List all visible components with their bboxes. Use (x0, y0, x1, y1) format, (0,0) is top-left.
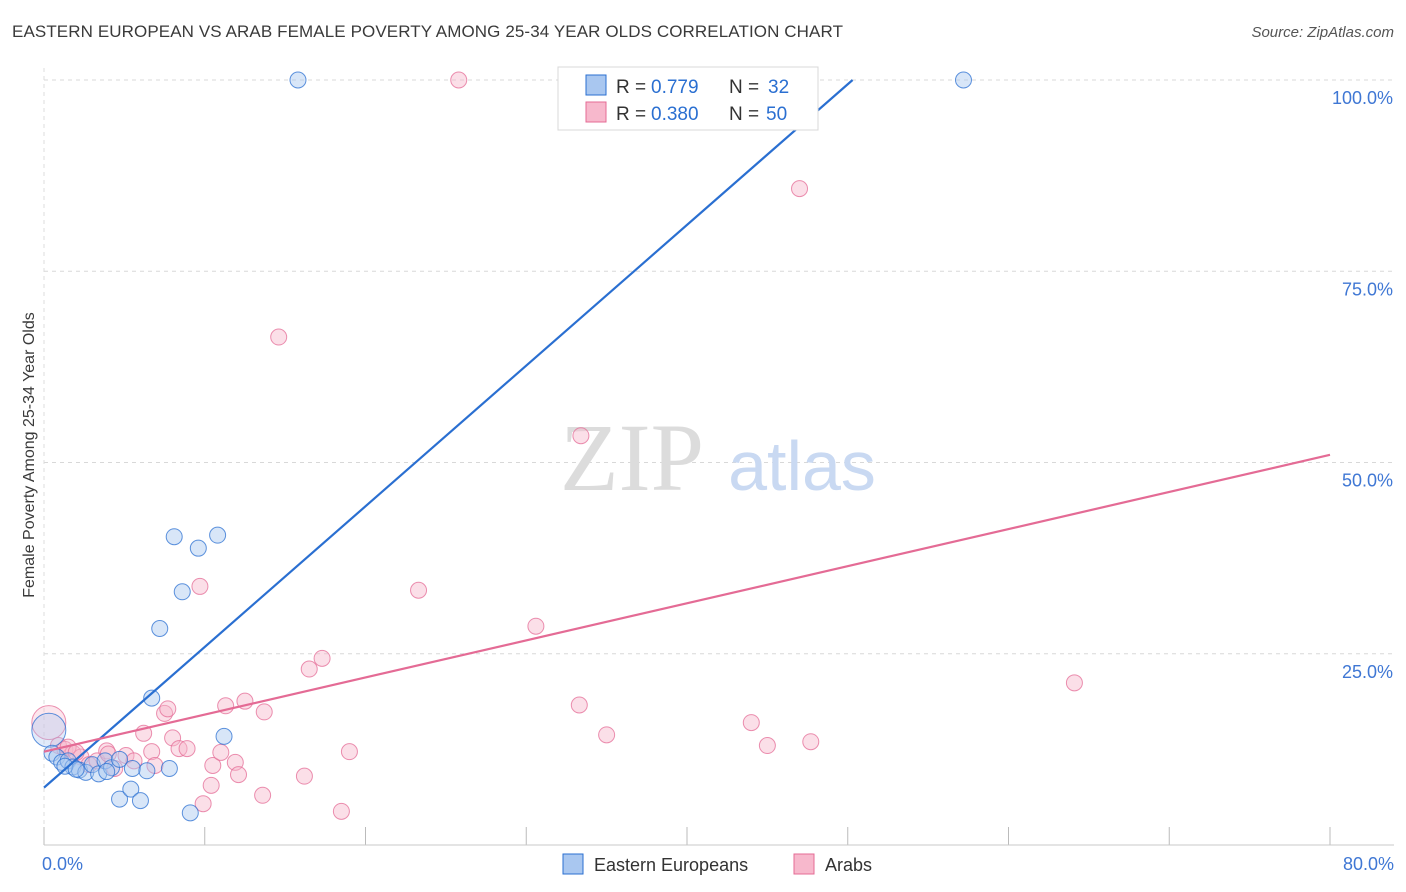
arab-point (212, 743, 230, 761)
arab-point (570, 696, 588, 714)
eastern-european-point (83, 756, 101, 774)
arab-trend-line (43, 453, 1331, 753)
arab-point (31, 705, 67, 741)
legend-key-arabs (793, 853, 815, 875)
eastern-european-points (31, 71, 972, 822)
arab-point (270, 328, 288, 346)
legend-swatch-pink (585, 101, 607, 123)
legend-r-value-blue: 0.779 (651, 77, 699, 98)
eastern-european-point (98, 763, 116, 781)
arab-point (156, 704, 174, 722)
arab-point (572, 427, 590, 445)
eastern-european-point (954, 71, 972, 89)
trend-lines (43, 79, 1331, 789)
arab-point (340, 743, 358, 761)
arab-point (191, 577, 209, 595)
y-tick-labels: 25.0% 50.0% 75.0% 100.0% (1332, 88, 1393, 682)
arab-point (758, 737, 776, 755)
arab-point (313, 649, 331, 667)
legend-swatch-blue (585, 74, 607, 96)
eastern-european-point (111, 750, 129, 768)
arab-point (230, 766, 248, 784)
eastern-european-point (31, 712, 67, 748)
arab-points (31, 71, 1083, 820)
arab-point (164, 729, 182, 747)
arab-point (332, 802, 350, 820)
legend-n-value-blue: 32 (768, 77, 789, 98)
arab-point (791, 180, 809, 198)
arab-point (159, 700, 177, 718)
chart-title: EASTERN EUROPEAN VS ARAB FEMALE POVERTY … (12, 22, 844, 41)
eastern-european-point (173, 583, 191, 601)
legend-r-label-blue: R = (616, 77, 646, 98)
arab-point (255, 703, 273, 721)
arab-point (598, 726, 616, 744)
legend-label-arabs: Arabs (825, 855, 872, 875)
y-tick-label: 25.0% (1342, 662, 1393, 682)
arab-point (1065, 674, 1083, 692)
x-tick-label: 0.0% (42, 854, 83, 874)
eastern-european-trend-line (43, 79, 854, 789)
eastern-european-point (165, 528, 183, 546)
eastern-european-point (143, 689, 161, 707)
y-tick-label: 100.0% (1332, 88, 1393, 108)
legend-label-eastern-europeans: Eastern Europeans (594, 855, 748, 875)
eastern-european-point (209, 526, 227, 544)
legend-n-label-pink: N = (729, 104, 759, 125)
eastern-european-point (138, 762, 156, 780)
arab-point (204, 756, 222, 774)
eastern-european-point (289, 71, 307, 89)
eastern-european-point (151, 620, 169, 638)
eastern-european-point (181, 804, 199, 822)
y-axis-title: Female Poverty Among 25-34 Year Olds (21, 312, 38, 598)
watermark: ZIP atlas (560, 404, 876, 511)
x-tick-label: 80.0% (1343, 854, 1394, 874)
arab-point (410, 581, 428, 599)
legend-n-value-pink: 50 (766, 104, 787, 125)
arab-point (300, 660, 318, 678)
eastern-european-point (123, 760, 141, 777)
eastern-european-point (215, 727, 233, 745)
arab-point (254, 786, 272, 804)
arab-point (742, 714, 760, 732)
legend-r-value-pink: 0.380 (651, 104, 699, 125)
arab-point (450, 71, 468, 89)
eastern-european-point (122, 780, 140, 798)
arab-point (178, 740, 196, 758)
arab-point (143, 743, 161, 761)
eastern-european-point (56, 757, 74, 775)
eastern-european-point (131, 792, 149, 810)
y-tick-label: 50.0% (1342, 471, 1393, 491)
eastern-european-point (189, 539, 207, 557)
x-axis-ticks (43, 827, 1331, 845)
arab-point (194, 795, 212, 813)
watermark-atlas: atlas (728, 427, 876, 505)
eastern-european-point (160, 760, 178, 777)
legend-r-label-pink: R = (616, 104, 646, 125)
eastern-european-point (111, 790, 129, 808)
watermark-zip: ZIP (560, 404, 704, 511)
arab-point (295, 767, 313, 785)
series-legend: Eastern Europeans Arabs (562, 853, 872, 875)
eastern-european-point (67, 760, 85, 778)
arab-point (802, 733, 820, 751)
arab-point (527, 617, 545, 635)
eastern-european-point (96, 752, 114, 770)
legend-key-eastern-europeans (562, 853, 584, 875)
y-tick-label: 75.0% (1342, 279, 1393, 299)
source-credit: Source: ZipAtlas.com (1251, 24, 1394, 41)
grid-lines (43, 68, 1394, 845)
stats-legend: R = 0.779 N = 32 R = 0.380 N = 50 (557, 66, 819, 131)
arab-point (202, 776, 220, 794)
legend-n-label-blue: N = (729, 77, 759, 98)
x-tick-labels: 0.0% 80.0% (42, 854, 1394, 874)
